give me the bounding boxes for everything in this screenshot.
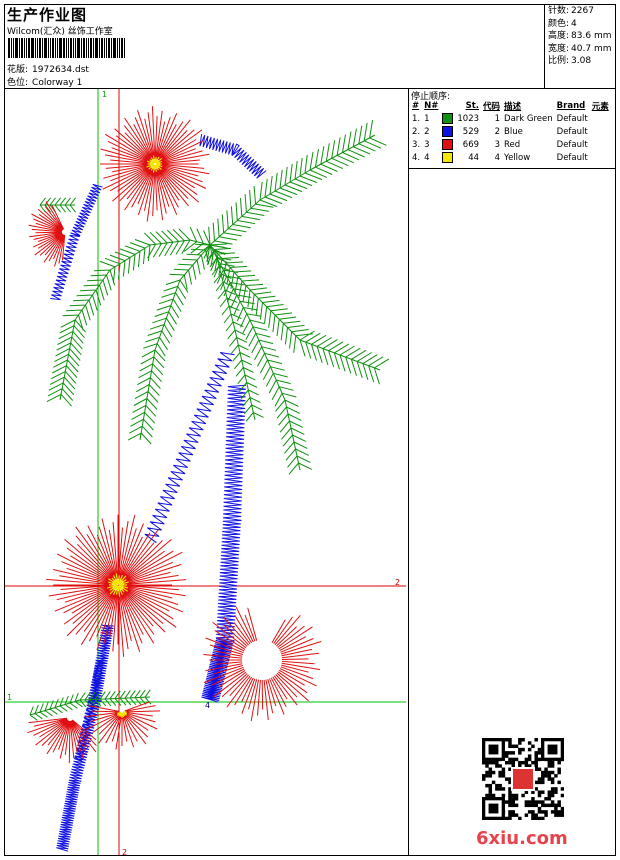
- row-element: [590, 138, 611, 151]
- row-code: 3: [494, 139, 501, 150]
- red-stitches: [27, 106, 322, 764]
- color-row: 3. 3 669 3 Red Default: [410, 138, 611, 151]
- row-brand: Default: [556, 139, 588, 150]
- row-swatch: [440, 151, 455, 164]
- row-swatch: [440, 112, 455, 125]
- col-description: 描述: [504, 102, 522, 112]
- yellow-stitches: [107, 155, 163, 718]
- col-code: 代码: [483, 102, 501, 112]
- row-description: Red: [504, 139, 521, 150]
- guide-label-v2: 2: [122, 848, 127, 855]
- row-brand: Default: [556, 113, 588, 124]
- sheet-title: 生产作业图: [7, 6, 88, 24]
- company-name: Wilcom(汇众) 丝饰工作室: [7, 27, 113, 37]
- colorway-row: 色位: Colorway 1: [7, 75, 82, 88]
- row-description: Dark Green: [504, 113, 553, 124]
- col-brand: Brand: [556, 101, 586, 111]
- barcode: [8, 38, 140, 58]
- row-swatch: [440, 138, 455, 151]
- row-brand: Default: [556, 152, 588, 163]
- row-element: [590, 112, 611, 125]
- guide-label-v1: 1: [102, 90, 107, 99]
- row-stitches: 529: [462, 126, 480, 137]
- row-needle: 1: [424, 113, 430, 124]
- row-needle: 4: [424, 152, 430, 163]
- guide-label-h2: 2: [395, 578, 400, 587]
- color-swatch: [442, 139, 454, 150]
- color-sequence-table: # N# St. 代码 描述 Brand 元素 1. 1 1023 1 Dark Gre…: [410, 100, 611, 164]
- col-swatch: [440, 100, 455, 112]
- embroidery-design-canvas: 1 2 1 2 4: [5, 89, 406, 855]
- design-stats: 针数: 2267 颜色: 4 高度: 83.6 mm 宽度: 40.7 mm 比例: 3.…: [548, 5, 611, 68]
- row-swatch: [440, 125, 455, 138]
- color-row: 4. 4 44 4 Yellow Default: [410, 151, 611, 164]
- row-description: Yellow: [504, 152, 531, 163]
- stat-stitches: 针数: 2267: [548, 6, 594, 16]
- stat-scale: 比例: 3.08: [548, 56, 592, 67]
- guide-label-h1: 1: [7, 693, 12, 702]
- row-code: 2: [494, 126, 501, 137]
- row-index: 3.: [412, 139, 421, 150]
- stats-divider: [544, 4, 545, 88]
- colorway-value: Colorway 1: [32, 78, 83, 88]
- row-description: Blue: [504, 126, 523, 137]
- color-swatch: [442, 152, 454, 163]
- row-code: 1: [494, 113, 501, 124]
- row-element: [590, 125, 611, 138]
- row-element: [590, 151, 611, 164]
- row-code: 4: [494, 152, 501, 163]
- green-stitches: [29, 119, 390, 721]
- col-element: 元素: [591, 102, 609, 112]
- row-index: 2.: [412, 126, 421, 137]
- colorway-label: 色位:: [7, 78, 29, 88]
- sheet-frame: [4, 4, 616, 856]
- row-index: 1.: [412, 113, 421, 124]
- row-stitches: 1023: [457, 113, 480, 124]
- panel-divider: [408, 88, 409, 856]
- row-needle: 2: [424, 126, 430, 137]
- col-needle: N#: [424, 101, 439, 111]
- stat-height: 高度: 83.6 mm: [548, 31, 612, 42]
- stat-width: 宽度: 40.7 mm: [548, 43, 612, 54]
- color-row: 1. 1 1023 1 Dark Green Default: [410, 112, 611, 125]
- col-stitches: St.: [465, 101, 480, 111]
- guide-marker-4: 4: [205, 701, 210, 710]
- row-brand: Default: [556, 126, 588, 137]
- design-file-value: 1972634.dst: [32, 65, 89, 75]
- row-needle: 3: [424, 139, 430, 150]
- color-swatch: [442, 113, 454, 124]
- col-index: #: [412, 101, 420, 111]
- watermark-logo: 6xiu.com: [476, 828, 568, 849]
- header-divider: [4, 88, 616, 89]
- row-stitches: 669: [462, 139, 480, 150]
- stop-sequence-title: 停止顺序:: [411, 92, 451, 102]
- color-swatch: [442, 126, 454, 137]
- row-stitches: 44: [468, 152, 480, 163]
- color-row: 2. 2 529 2 Blue Default: [410, 125, 611, 138]
- row-index: 4.: [412, 152, 421, 163]
- design-file-row: 花版: 1972634.dst: [7, 62, 89, 75]
- design-file-label: 花版:: [7, 65, 29, 75]
- blue-stitches: [50, 134, 267, 852]
- stat-colors: 颜色: 4: [548, 18, 577, 29]
- table-divider: [408, 168, 616, 169]
- qr-code: [482, 738, 564, 820]
